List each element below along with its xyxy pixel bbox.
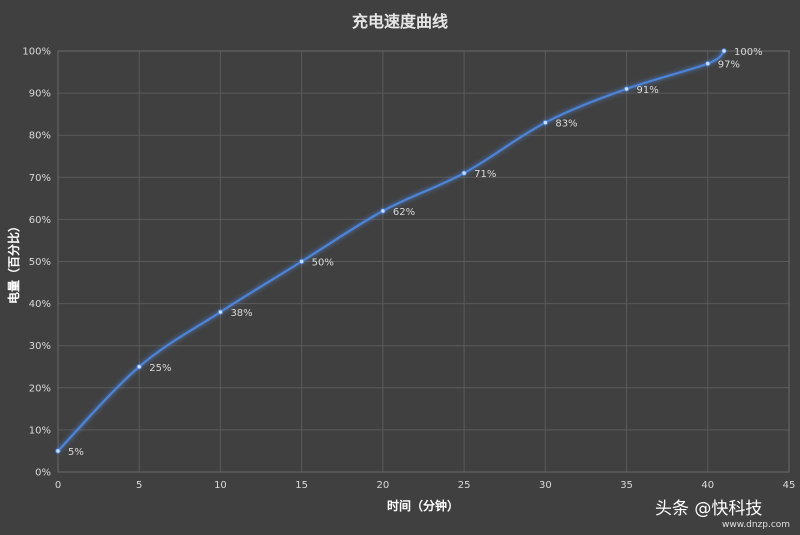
data-label: 91%	[637, 85, 659, 96]
y-tick-label: 40%	[29, 299, 51, 310]
x-tick-label: 35	[620, 480, 633, 491]
data-label: 62%	[393, 207, 415, 218]
x-tick-label: 40	[701, 480, 714, 491]
x-axis-ticks: 0 5 10 15 20 25 30 35 40 45	[55, 480, 796, 491]
data-label: 83%	[555, 119, 577, 130]
y-tick-label: 30%	[29, 341, 51, 352]
data-point	[461, 170, 467, 176]
data-point	[623, 86, 630, 92]
x-tick-label: 25	[458, 480, 471, 491]
y-tick-label: 20%	[29, 383, 51, 394]
data-label: 71%	[474, 169, 496, 180]
y-tick-label: 80%	[29, 131, 51, 142]
x-tick-label: 0	[55, 480, 61, 491]
x-tick-label: 45	[783, 480, 796, 491]
data-point	[542, 119, 549, 126]
data-point	[217, 309, 224, 315]
x-tick-label: 20	[377, 480, 390, 491]
y-axis-title: 电量（百分比）	[6, 220, 21, 304]
x-axis-title: 时间（分钟）	[387, 498, 459, 513]
y-tick-label: 50%	[29, 257, 51, 268]
x-tick-label: 15	[295, 480, 308, 491]
y-tick-label: 70%	[29, 173, 51, 184]
watermark: 头条 @快科技 www.dnzp.com	[655, 499, 790, 530]
y-tick-label: 60%	[29, 215, 51, 226]
plot-frame	[57, 50, 790, 473]
data-point	[705, 60, 711, 67]
data-label: 97%	[718, 60, 740, 71]
watermark-text: 头条 @快科技	[655, 499, 762, 519]
data-label: 50%	[312, 258, 334, 269]
series-line	[57, 50, 725, 452]
data-point	[298, 258, 305, 265]
y-tick-label: 10%	[29, 425, 51, 436]
chart-title: 充电速度曲线	[352, 12, 448, 31]
data-label: 25%	[149, 363, 171, 374]
data-point	[136, 364, 142, 370]
y-tick-label: 90%	[29, 89, 51, 100]
x-tick-label: 5	[136, 480, 142, 491]
data-label: 100%	[734, 47, 763, 58]
data-labels: 5% 25% 38% 50% 62% 71% 83% 91% 97% 100%	[68, 47, 763, 458]
y-tick-label: 0%	[35, 468, 51, 479]
watermark-url: www.dnzp.com	[722, 520, 790, 530]
data-point	[721, 48, 727, 54]
data-points	[55, 48, 727, 454]
data-point	[380, 208, 386, 214]
gridlines	[57, 50, 790, 473]
x-tick-label: 30	[539, 480, 552, 491]
y-tick-label: 100%	[22, 47, 51, 58]
y-axis-ticks: 0% 10% 20% 30% 40% 50% 60% 70% 80% 90% 100%	[22, 47, 51, 479]
data-point	[55, 448, 61, 454]
x-tick-label: 10	[214, 480, 227, 491]
data-label: 38%	[230, 308, 252, 319]
data-label: 5%	[68, 447, 84, 458]
